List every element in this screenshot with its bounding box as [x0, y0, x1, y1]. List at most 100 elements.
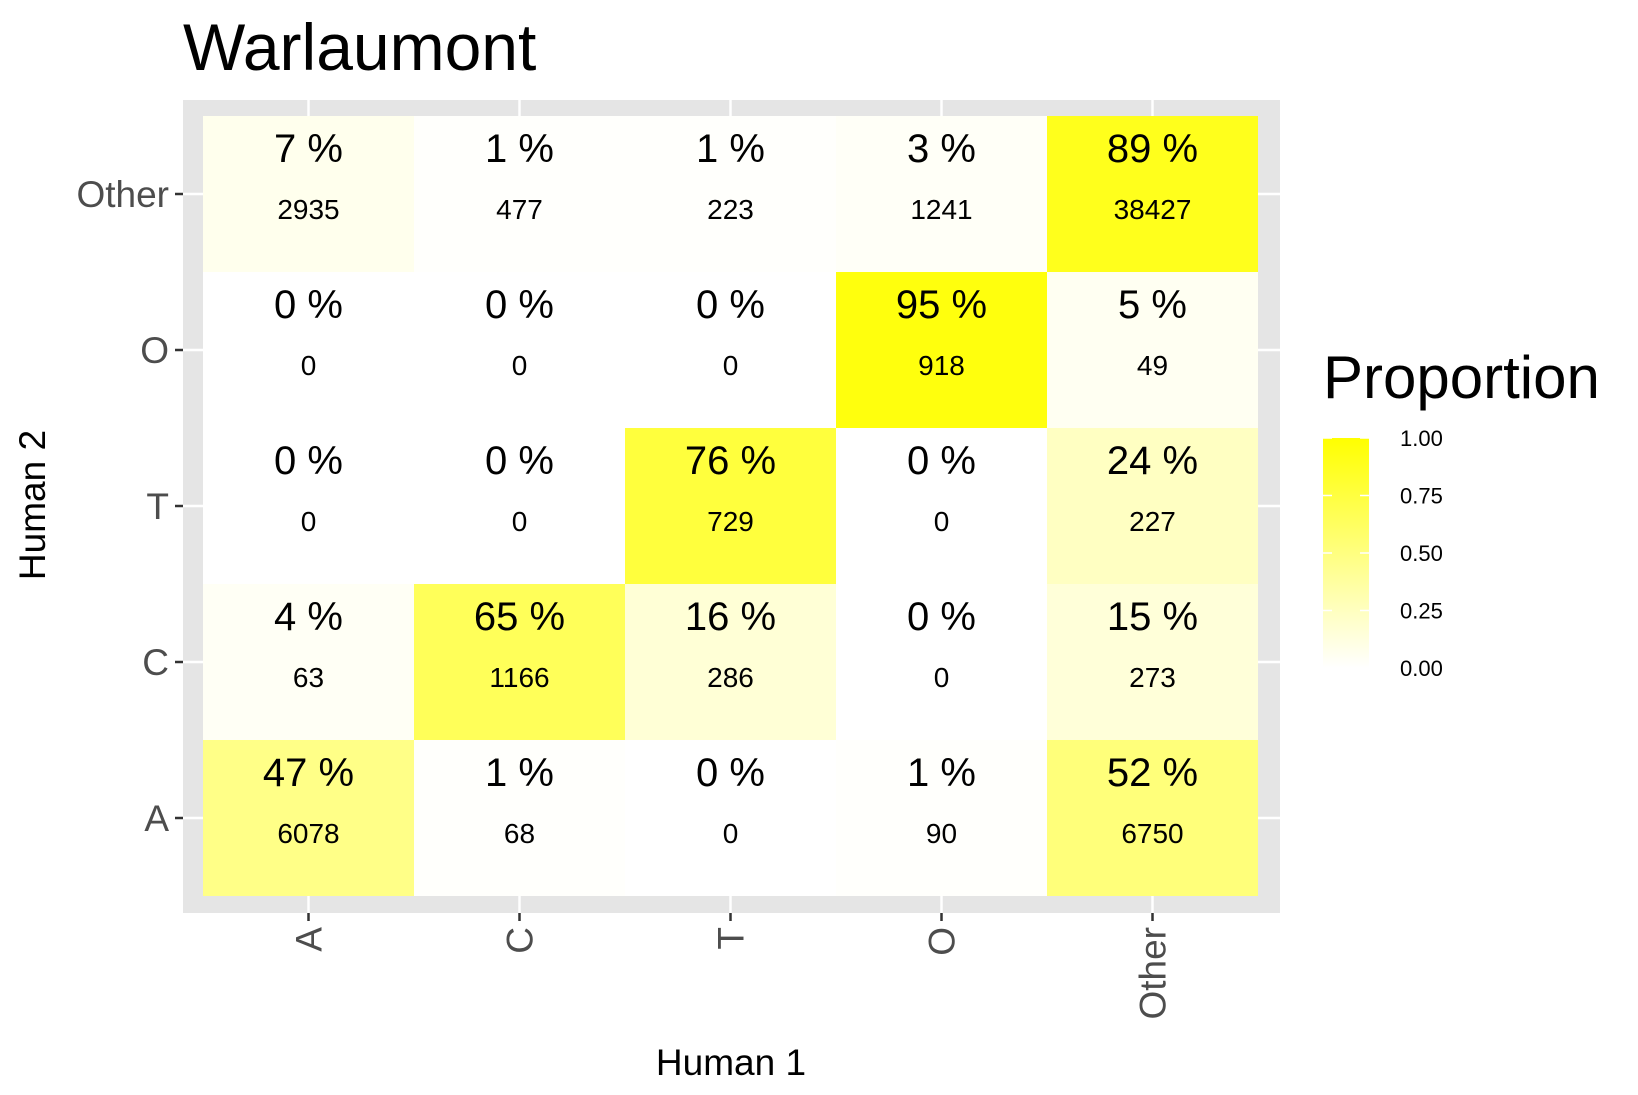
cell-count-label: 63 — [293, 662, 324, 693]
heatmap-cell — [1047, 272, 1258, 428]
cell-percent-label: 89 % — [1107, 127, 1198, 171]
heatmap-cell — [203, 428, 414, 584]
cell-count-label: 6750 — [1121, 818, 1183, 849]
cell-count-label: 2935 — [277, 194, 339, 225]
cell-count-label: 729 — [707, 506, 754, 537]
x-axis-title: Human 1 — [656, 1042, 806, 1083]
cell-percent-label: 1 % — [907, 751, 976, 795]
cell-percent-label: 5 % — [1118, 283, 1187, 327]
x-tick-label: Other — [1133, 927, 1174, 1020]
cell-count-label: 223 — [707, 194, 754, 225]
cell-percent-label: 65 % — [474, 595, 565, 639]
heatmap-cell — [414, 428, 625, 584]
cell-count-label: 286 — [707, 662, 754, 693]
legend-tick-label: 1.00 — [1400, 426, 1443, 451]
heatmap-cell — [414, 740, 625, 896]
heatmap-cell — [836, 584, 1047, 740]
cell-percent-label: 0 % — [696, 751, 765, 795]
x-tick-label: O — [922, 927, 963, 956]
heatmap-cell — [203, 740, 414, 896]
cell-percent-label: 1 % — [485, 751, 554, 795]
cell-percent-label: 16 % — [685, 595, 776, 639]
cell-count-label: 0 — [512, 350, 528, 381]
cell-count-label: 38427 — [1114, 194, 1192, 225]
heatmap-cells — [203, 116, 1258, 896]
cell-count-label: 1241 — [910, 194, 972, 225]
cell-count-label: 273 — [1129, 662, 1176, 693]
cell-percent-label: 3 % — [907, 127, 976, 171]
cell-count-label: 6078 — [277, 818, 339, 849]
x-tick-label: T — [711, 927, 752, 950]
heatmap-cell — [625, 428, 836, 584]
legend-title: Proportion — [1323, 344, 1600, 411]
heatmap-cell — [1047, 740, 1258, 896]
cell-percent-label: 95 % — [896, 283, 987, 327]
heatmap-cell — [836, 272, 1047, 428]
heatmap-cell — [203, 116, 414, 272]
cell-percent-label: 76 % — [685, 439, 776, 483]
cell-count-label: 227 — [1129, 506, 1176, 537]
cell-percent-label: 52 % — [1107, 751, 1198, 795]
heatmap-cell — [836, 116, 1047, 272]
cell-percent-label: 24 % — [1107, 439, 1198, 483]
heatmap-cell — [1047, 584, 1258, 740]
cell-percent-label: 0 % — [696, 283, 765, 327]
cell-percent-label: 0 % — [485, 439, 554, 483]
cell-percent-label: 1 % — [696, 127, 765, 171]
cell-count-label: 0 — [934, 662, 950, 693]
cell-percent-label: 4 % — [274, 595, 343, 639]
heatmap-cell — [414, 116, 625, 272]
legend-tick-label: 0.50 — [1400, 541, 1443, 566]
y-tick-label: A — [144, 798, 169, 839]
heatmap-cell — [625, 584, 836, 740]
cell-percent-label: 7 % — [274, 127, 343, 171]
cell-count-label: 90 — [926, 818, 957, 849]
legend-tick-label: 0.00 — [1400, 656, 1443, 681]
heatmap-cell — [1047, 428, 1258, 584]
chart-title: Warlaumont — [183, 10, 536, 84]
cell-count-label: 0 — [301, 350, 317, 381]
cell-count-label: 0 — [723, 350, 739, 381]
x-tick-label: A — [289, 927, 330, 952]
cell-count-label: 0 — [301, 506, 317, 537]
y-tick-label: C — [142, 642, 169, 683]
legend: Proportion 0.00 0.25 0.50 0.75 1.00 — [1323, 344, 1600, 681]
cell-count-label: 918 — [918, 350, 965, 381]
heatmap-cell — [414, 584, 625, 740]
cell-count-label: 0 — [512, 506, 528, 537]
cell-labels: 7 % 2935 1 % 477 1 % 223 3 % 1241 89 % 38427 0 % 0 0… — [263, 127, 1198, 849]
heatmap-cell — [203, 584, 414, 740]
y-tick-label: Other — [76, 174, 169, 215]
axes: A C T O Other A C T O Other — [76, 174, 1173, 1020]
heatmap-cell — [836, 740, 1047, 896]
cell-percent-label: 1 % — [485, 127, 554, 171]
cell-percent-label: 15 % — [1107, 595, 1198, 639]
cell-count-label: 0 — [934, 506, 950, 537]
cell-count-label: 0 — [723, 818, 739, 849]
heatmap-cell — [414, 272, 625, 428]
heatmap-cell — [1047, 116, 1258, 272]
legend-ticks: 0.00 0.25 0.50 0.75 1.00 — [1323, 426, 1443, 681]
cell-count-label: 49 — [1137, 350, 1168, 381]
cell-percent-label: 0 % — [274, 283, 343, 327]
heatmap-cell — [625, 116, 836, 272]
heatmap-cell — [625, 272, 836, 428]
cell-percent-label: 0 % — [907, 595, 976, 639]
legend-tick-label: 0.25 — [1400, 599, 1443, 624]
cell-percent-label: 0 % — [907, 439, 976, 483]
cell-percent-label: 0 % — [485, 283, 554, 327]
heatmap-cell — [203, 272, 414, 428]
x-tick-label: C — [500, 927, 541, 954]
legend-tick-label: 0.75 — [1400, 484, 1443, 509]
heatmap-cell — [625, 740, 836, 896]
heatmap-cell — [836, 428, 1047, 584]
y-tick-label: O — [140, 330, 169, 371]
cell-count-label: 477 — [496, 194, 543, 225]
cell-percent-label: 47 % — [263, 751, 354, 795]
cell-count-label: 68 — [504, 818, 535, 849]
y-axis-title: Human 2 — [12, 430, 53, 580]
cell-percent-label: 0 % — [274, 439, 343, 483]
y-tick-label: T — [146, 486, 169, 527]
